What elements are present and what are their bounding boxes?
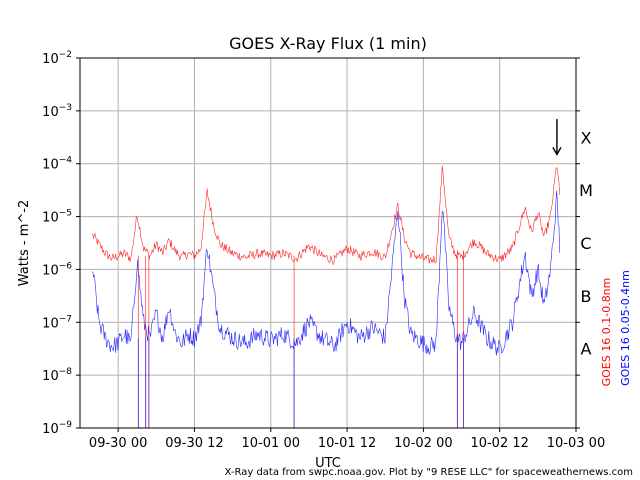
y-tick-label: 10−8 [42, 367, 72, 384]
x-tick-label: 10-02 12 [470, 436, 528, 451]
x-tick-label: 10-01 12 [318, 436, 376, 451]
flare-class-label: B [581, 287, 592, 306]
x-tick-label: 10-02 00 [394, 436, 452, 451]
y-tick-label: 10−2 [42, 50, 72, 67]
y-axis-label: Watts - m^-2 [17, 200, 32, 286]
x-tick-label: 10-01 00 [242, 436, 300, 451]
y-axis-ticks: 10−9 10−8 10−7 10−6 10−5 10−4 10−3 10−2 [42, 50, 580, 437]
series-label-short: GOES 16 0.05-0.4nm [619, 270, 632, 386]
plot-frame [79, 57, 577, 429]
series-layer [92, 165, 560, 428]
y-tick-label: 10−6 [42, 261, 72, 278]
series-line-long [92, 165, 560, 265]
flare-class-label: M [579, 181, 593, 200]
y-tick-label: 10−7 [42, 314, 72, 331]
x-tick-label: 09-30 12 [165, 436, 223, 451]
flare-class-label: X [581, 128, 592, 147]
series-label-long: GOES 16 0.1-0.8nm [600, 278, 613, 387]
credit-text: X-Ray data from swpc.noaa.gov. Plot by "… [225, 467, 633, 478]
chart-title: GOES X-Ray Flux (1 min) [229, 34, 427, 53]
flare-class-label: C [580, 234, 591, 253]
x-tick-label: 10-03 00 [547, 436, 605, 451]
flare-class-labels: A B C M X [579, 128, 593, 358]
y-tick-label: 10−5 [42, 209, 72, 226]
x-tick-label: 09-30 00 [89, 436, 147, 451]
series-line-short [92, 190, 560, 356]
x-axis-label: UTC [315, 456, 341, 471]
y-tick-label: 10−3 [42, 103, 72, 120]
y-tick-label: 10−4 [42, 156, 72, 173]
grid-lines [80, 58, 576, 428]
x-axis-ticks: 09-30 00 09-30 12 10-01 00 10-01 12 10-02 00… [89, 428, 605, 451]
y-tick-label: 10−9 [42, 420, 72, 437]
flare-arrow [552, 119, 562, 156]
arrow-head [552, 147, 562, 156]
flare-class-label: A [581, 340, 592, 359]
